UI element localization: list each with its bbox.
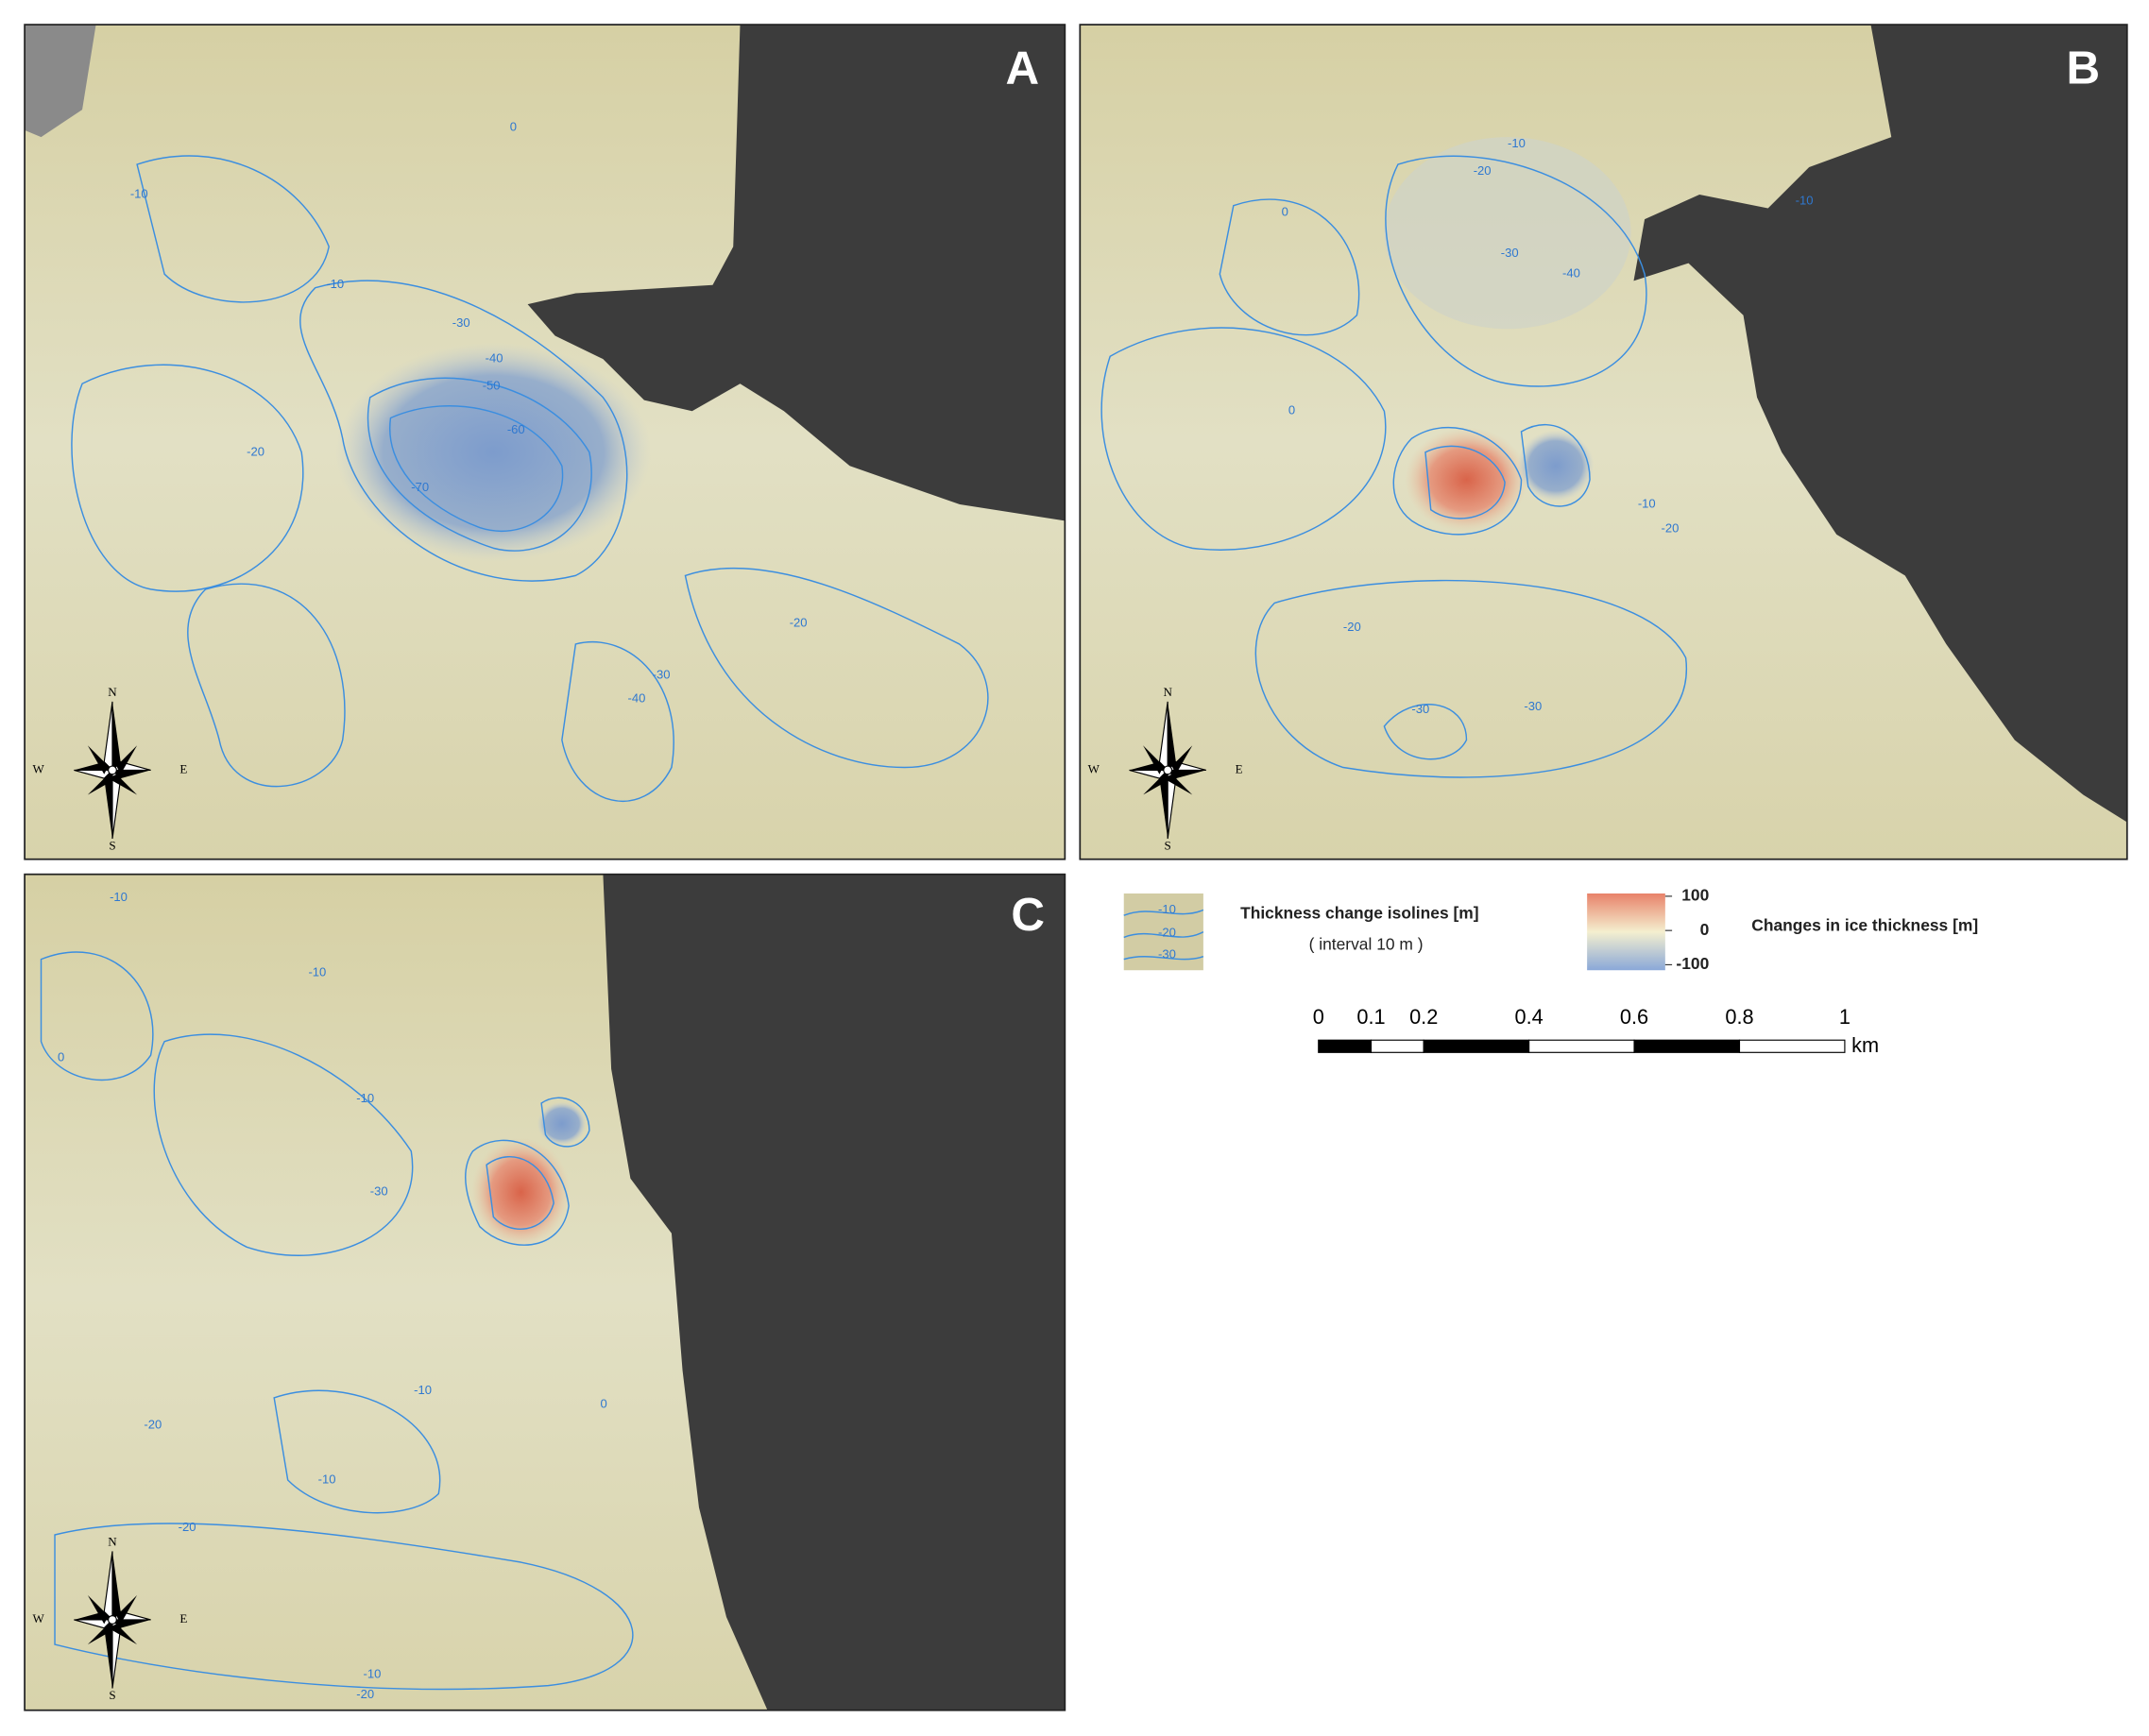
contour-label: -30 — [1501, 246, 1519, 260]
colorbar-ticks: 100 0 -100 — [1664, 885, 1710, 973]
panel-label: A — [1006, 42, 1040, 94]
contour-label: -10 — [414, 1383, 432, 1397]
compass-letter: W — [32, 1611, 44, 1625]
panel-label: C — [1011, 889, 1045, 941]
legend-note: ( interval 10 m ) — [1309, 935, 1424, 954]
scale-tick-label: 0.6 — [1620, 1005, 1648, 1029]
compass-letter: W — [1088, 761, 1100, 775]
scale-tick-label: 0.8 — [1725, 1005, 1753, 1029]
contour-label: -20 — [144, 1417, 162, 1431]
compass-letter: W — [32, 761, 44, 775]
colorbar-tick-label: 0 — [1700, 920, 1710, 939]
scale-tick-label: 0 — [1313, 1005, 1324, 1029]
contour-label: -20 — [790, 616, 808, 630]
contour-label: -40 — [628, 690, 646, 705]
contour-label: 0 — [600, 1397, 606, 1411]
contour-label: -10 — [1796, 194, 1814, 208]
colorbar-tick-label: 100 — [1681, 885, 1709, 904]
contour-label: -10 — [110, 890, 128, 904]
contour-label: 0 — [58, 1050, 64, 1064]
contour-label: 0 — [1282, 204, 1288, 218]
contour-label: -30 — [452, 315, 470, 330]
scale-segment — [1370, 1039, 1424, 1053]
contour-label: -30 — [370, 1184, 388, 1199]
contour-label: -20 — [1343, 620, 1361, 634]
contour-label: -20 — [1474, 163, 1492, 178]
colorbar-title: Changes in ice thickness [m] — [1751, 915, 1978, 934]
scale-segment — [1633, 1039, 1741, 1053]
scale-bar: 0 0.1 0.2 0.4 0.6 0.8 1km — [1313, 1005, 1879, 1057]
contour-label: -20 — [1661, 521, 1679, 536]
scale-unit: km — [1851, 1033, 1879, 1057]
scale-segment — [1318, 1039, 1373, 1053]
contour-label: -10 — [130, 186, 148, 200]
contour-label: -30 — [1524, 699, 1542, 713]
contour-label: -10 — [326, 277, 344, 291]
contour-label: -20 — [356, 1687, 374, 1701]
contour-label: -10 — [308, 965, 326, 979]
colorbar — [1587, 893, 1665, 971]
compass-letter: N — [108, 1535, 117, 1549]
contour-label: -10 — [1508, 136, 1526, 150]
swatch-label: -30 — [1158, 947, 1176, 962]
contour-label: -20 — [247, 444, 264, 458]
compass-letter: E — [179, 1611, 187, 1625]
contour-label: -30 — [1411, 702, 1429, 716]
figure-content: -10 -20 -30 -40 -50 -60 -70 0 -10 -20 -3… — [24, 24, 2128, 1711]
scale-tick-label: 0.1 — [1356, 1005, 1385, 1029]
contour-label: 0 — [1288, 403, 1295, 417]
contour-label: 0 — [510, 119, 517, 133]
contour-label: -20 — [179, 1520, 196, 1534]
scale-tick-label: 0.2 — [1409, 1005, 1438, 1029]
contour-label: -50 — [483, 379, 501, 393]
scale-segment — [1528, 1039, 1635, 1053]
contour-label: -10 — [356, 1091, 374, 1105]
swatch-label: -10 — [1158, 902, 1176, 916]
scale-tick-label: 1 — [1839, 1005, 1851, 1029]
compass-letter: E — [1236, 761, 1243, 775]
panel-label: B — [2067, 42, 2101, 94]
contour-label: -40 — [1562, 266, 1580, 281]
contour-label: -60 — [507, 422, 525, 436]
compass-letter: N — [108, 685, 117, 699]
swatch-label: -20 — [1158, 926, 1176, 940]
compass-letter: S — [1165, 839, 1171, 853]
colorbar-tick-label: -100 — [1676, 954, 1709, 973]
legend: -10 -20 -30 Thickness change isolines [m… — [1123, 885, 1978, 973]
compass-letter: S — [109, 1688, 115, 1702]
scale-segment — [1423, 1039, 1530, 1053]
contour-label: -30 — [653, 668, 671, 682]
map-panel: -10 0 -10 -10 -30 -10 -20 -10 -20 -10 0 … — [25, 874, 1066, 1710]
map-panel: -10 -20 -30 -40 -50 -60 -70 0 -10 -20 -3… — [25, 25, 1066, 859]
compass-letter: N — [1163, 685, 1172, 699]
contour-label: -10 — [1638, 496, 1656, 510]
compass-letter: E — [179, 761, 187, 775]
contour-label: -70 — [411, 480, 429, 494]
scale-segment — [1738, 1039, 1846, 1053]
contour-label: -40 — [486, 351, 503, 366]
scale-tick-label: 0.4 — [1514, 1005, 1543, 1029]
legend-title: Thickness change isolines [m] — [1240, 903, 1478, 922]
contour-label: -10 — [363, 1666, 381, 1680]
map-panel: -10 -20 -30 -40 0 -10 -20 -30 -30 -20 0 … — [1080, 25, 2127, 859]
contour-label: -10 — [318, 1472, 336, 1486]
compass-letter: S — [109, 839, 115, 853]
